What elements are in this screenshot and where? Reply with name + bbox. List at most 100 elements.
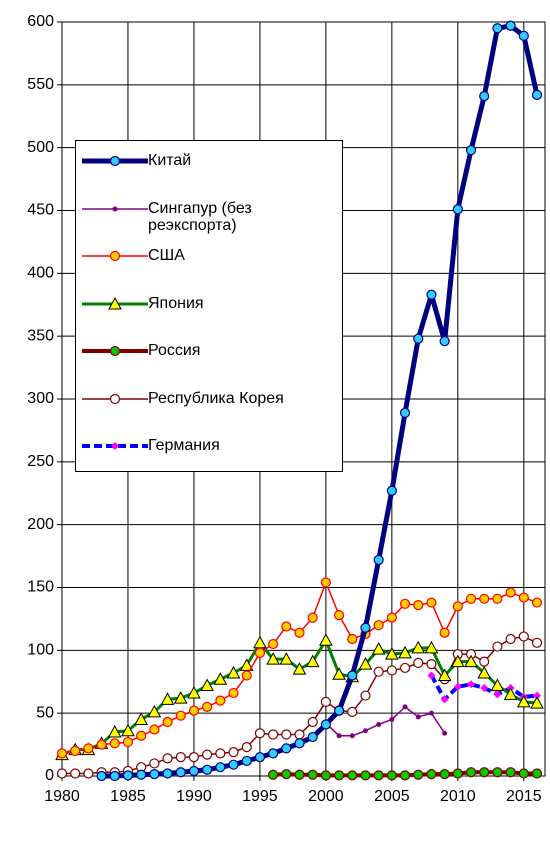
marker bbox=[307, 716, 318, 728]
marker bbox=[122, 736, 134, 748]
marker bbox=[426, 597, 437, 608]
marker bbox=[439, 336, 450, 347]
marker bbox=[320, 577, 331, 588]
marker bbox=[268, 748, 279, 759]
marker bbox=[477, 665, 492, 679]
marker bbox=[202, 749, 213, 760]
marker bbox=[83, 743, 94, 754]
x-tick-label: 1990 bbox=[176, 788, 212, 805]
marker bbox=[281, 729, 292, 740]
y-tick-label: 450 bbox=[27, 202, 54, 219]
marker bbox=[70, 768, 81, 779]
marker bbox=[56, 748, 68, 759]
marker bbox=[399, 407, 411, 418]
marker bbox=[162, 716, 173, 728]
marker bbox=[426, 769, 437, 780]
marker bbox=[413, 769, 424, 780]
marker bbox=[399, 770, 411, 781]
marker bbox=[294, 769, 305, 780]
legend-swatch bbox=[82, 393, 148, 404]
marker bbox=[320, 696, 331, 707]
marker bbox=[319, 633, 333, 646]
legend-label: Япония bbox=[148, 294, 204, 312]
marker bbox=[96, 739, 107, 750]
marker bbox=[533, 691, 541, 700]
marker bbox=[465, 145, 477, 156]
marker bbox=[386, 612, 397, 623]
marker bbox=[373, 666, 384, 677]
marker bbox=[413, 333, 424, 344]
marker bbox=[371, 642, 386, 655]
marker bbox=[424, 640, 439, 654]
marker bbox=[188, 705, 200, 716]
marker bbox=[108, 296, 122, 309]
legend: Китай Сингапур (без реэкспорта) США Япония Р… bbox=[75, 140, 343, 472]
marker bbox=[531, 89, 543, 100]
marker bbox=[530, 696, 544, 709]
marker bbox=[518, 768, 529, 779]
marker bbox=[518, 30, 529, 41]
legend-swatch bbox=[82, 296, 148, 309]
marker bbox=[347, 633, 358, 645]
legend-swatch bbox=[82, 442, 148, 450]
marker bbox=[109, 738, 120, 749]
legend-swatch bbox=[82, 155, 148, 167]
marker bbox=[254, 647, 266, 658]
x-tick-label: 1980 bbox=[44, 788, 80, 805]
marker bbox=[149, 769, 160, 780]
marker bbox=[188, 752, 200, 763]
marker bbox=[467, 680, 476, 689]
legend-swatch bbox=[82, 206, 148, 211]
marker bbox=[373, 620, 384, 631]
marker bbox=[490, 678, 505, 692]
marker bbox=[173, 691, 188, 704]
series-line bbox=[101, 23, 540, 779]
marker bbox=[531, 637, 543, 648]
marker bbox=[427, 671, 436, 680]
marker bbox=[399, 598, 411, 609]
marker bbox=[492, 767, 503, 778]
x-tick-label: 2015 bbox=[506, 788, 542, 805]
x-tick-label: 1995 bbox=[242, 788, 278, 805]
marker bbox=[122, 770, 134, 781]
marker bbox=[279, 652, 294, 665]
marker bbox=[281, 621, 292, 632]
legend-swatch bbox=[82, 250, 148, 262]
marker bbox=[241, 741, 252, 753]
marker bbox=[215, 695, 226, 706]
marker bbox=[465, 593, 477, 604]
marker bbox=[349, 733, 355, 739]
marker bbox=[147, 704, 162, 718]
marker bbox=[465, 767, 477, 778]
marker bbox=[347, 670, 358, 681]
marker bbox=[320, 719, 331, 730]
marker bbox=[109, 345, 121, 357]
marker bbox=[385, 647, 399, 660]
marker bbox=[228, 747, 239, 758]
marker bbox=[241, 670, 252, 681]
marker bbox=[386, 665, 397, 676]
marker bbox=[373, 554, 384, 565]
marker bbox=[493, 690, 502, 699]
marker bbox=[333, 610, 345, 621]
marker bbox=[136, 730, 147, 741]
series-line bbox=[325, 706, 446, 737]
marker bbox=[228, 687, 239, 699]
marker bbox=[413, 657, 424, 669]
marker bbox=[294, 729, 305, 740]
legend-label: Китай bbox=[148, 152, 192, 169]
marker bbox=[347, 770, 358, 781]
marker bbox=[254, 728, 266, 739]
marker bbox=[428, 710, 434, 716]
marker bbox=[450, 654, 465, 668]
marker bbox=[402, 704, 408, 710]
marker bbox=[492, 23, 503, 34]
marker bbox=[492, 641, 503, 652]
marker bbox=[437, 668, 452, 681]
marker bbox=[479, 767, 490, 778]
marker bbox=[411, 640, 426, 654]
y-tick-label: 600 bbox=[27, 13, 54, 30]
marker bbox=[268, 638, 279, 650]
marker bbox=[531, 597, 543, 608]
